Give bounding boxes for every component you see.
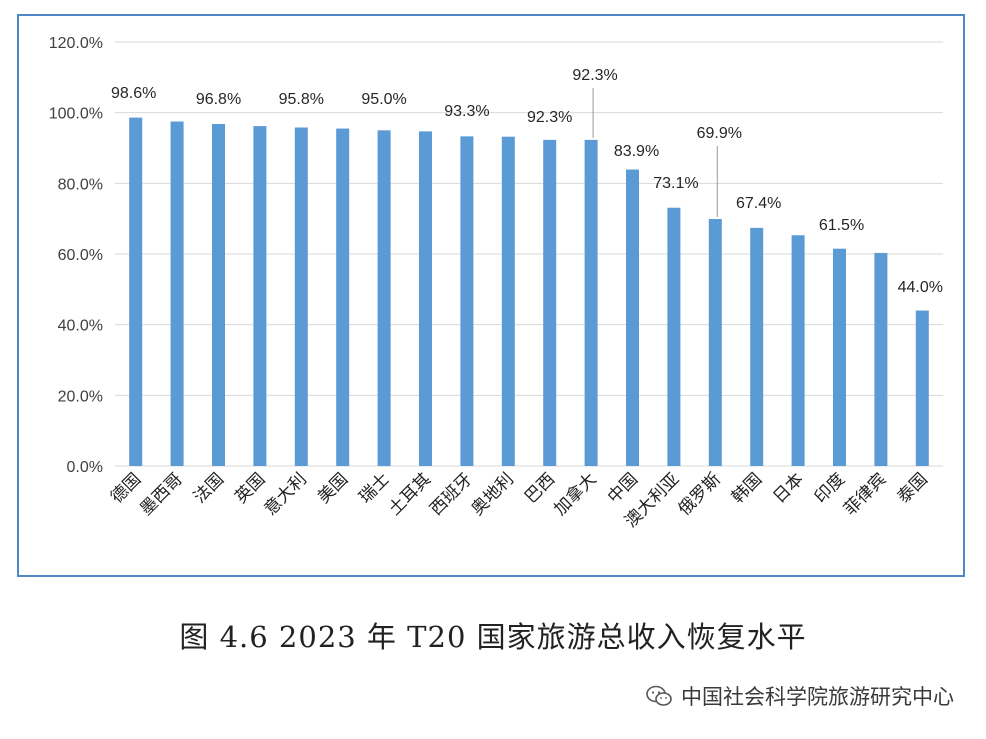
data-label: 61.5% — [819, 217, 864, 234]
bar — [667, 207, 681, 467]
x-tick-label: 韩国 — [728, 469, 766, 507]
bar — [874, 252, 888, 466]
x-tick-label: 意大利 — [261, 469, 311, 519]
y-tick-label: 60.0% — [58, 247, 103, 264]
wechat-icon — [646, 685, 672, 706]
data-label: 44.0% — [898, 279, 943, 296]
data-label: 92.3% — [572, 67, 617, 84]
x-tick-label: 奥地利 — [468, 469, 518, 519]
bar — [294, 127, 308, 467]
data-label: 95.0% — [361, 91, 406, 108]
data-label: 83.9% — [614, 143, 659, 160]
data-label: 95.8% — [279, 91, 324, 108]
bar — [833, 248, 846, 466]
watermark-text: 中国社会科学院旅游研究中心 — [681, 685, 954, 709]
bar-chart: 0.0%20.0%40.0%60.0%80.0%100.0%120.0%德国98… — [49, 35, 943, 532]
x-tick-label: 泰国 — [894, 469, 932, 507]
chart-frame: 0.0% 20.0% 40.0% 60.0% 80.0% 100.0% 120.0% 德国 98… — [17, 14, 965, 577]
bar — [377, 130, 391, 466]
bar — [791, 235, 805, 466]
x-tick-label: 土耳其 — [385, 469, 435, 519]
data-label: 98.6% — [111, 85, 156, 102]
y-tick-label: 40.0% — [58, 318, 103, 335]
bar — [708, 219, 722, 466]
x-tick-label: 墨西哥 — [136, 469, 186, 519]
data-label: 96.8% — [196, 91, 241, 108]
data-label: 73.1% — [653, 175, 698, 192]
data-label: 93.3% — [444, 103, 489, 120]
x-tick-label: 美国 — [314, 469, 352, 507]
watermark: 中国社会科学院旅游研究中心 — [645, 681, 954, 711]
bar — [419, 131, 432, 466]
bar — [129, 117, 143, 466]
y-tick-label: 80.0% — [58, 176, 103, 193]
figure-caption: 图 4.6 2023 年 T20 国家旅游总收入恢复水平 — [179, 620, 807, 654]
bar — [253, 126, 267, 467]
bar — [460, 136, 474, 466]
bar — [626, 169, 639, 466]
x-tick-label: 俄罗斯 — [675, 469, 725, 519]
bar — [336, 128, 350, 467]
bar — [915, 310, 929, 466]
data-label: 67.4% — [736, 195, 781, 212]
bar — [212, 123, 225, 467]
y-tick-label: 120.0% — [49, 35, 103, 52]
bar — [501, 136, 515, 466]
x-tick-label: 西班牙 — [426, 469, 476, 519]
data-label: 69.9% — [697, 125, 742, 142]
x-tick-label: 日本 — [769, 469, 807, 507]
x-tick-label: 加拿大 — [550, 469, 601, 520]
x-tick-label: 法国 — [190, 469, 228, 507]
bar — [170, 121, 184, 466]
bar — [750, 227, 764, 466]
bar — [584, 139, 598, 466]
x-tick-label: 菲律宾 — [840, 469, 890, 519]
y-tick-label: 100.0% — [49, 106, 103, 123]
bar — [543, 139, 557, 466]
y-tick-label: 20.0% — [58, 388, 103, 405]
data-label: 92.3% — [527, 109, 572, 126]
y-tick-label: 0.0% — [67, 459, 103, 476]
